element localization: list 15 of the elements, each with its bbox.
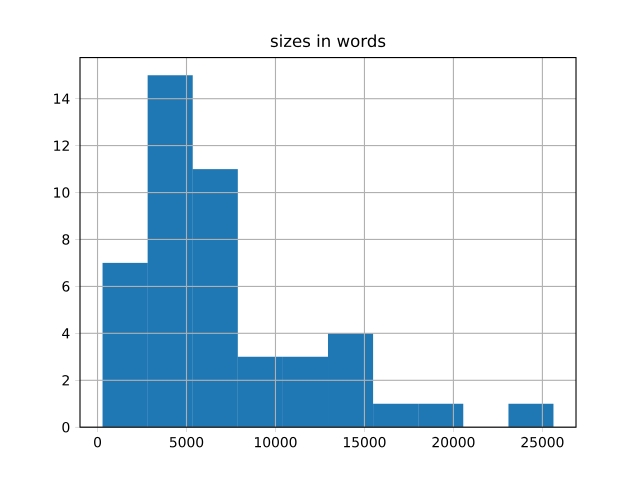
x-tick-label: 20000: [432, 436, 475, 448]
x-tick-label: 25000: [521, 436, 564, 448]
chart-title: sizes in words: [270, 34, 386, 48]
y-tick-label: 6: [62, 281, 70, 292]
y-tick-label: 0: [62, 422, 70, 432]
x-tick-label: 10000: [254, 436, 297, 448]
x-tick-label: 5000: [170, 436, 204, 448]
y-tick-label: 14: [54, 94, 70, 104]
y-tick-label: 8: [62, 234, 70, 245]
x-tick-label: 15000: [344, 436, 386, 448]
x-tick-label: 0: [94, 436, 102, 448]
y-tick-label: 2: [62, 375, 69, 386]
y-tick-label: 12: [54, 140, 69, 151]
y-tick-label: 10: [54, 187, 70, 198]
y-tick-label: 4: [62, 328, 70, 338]
